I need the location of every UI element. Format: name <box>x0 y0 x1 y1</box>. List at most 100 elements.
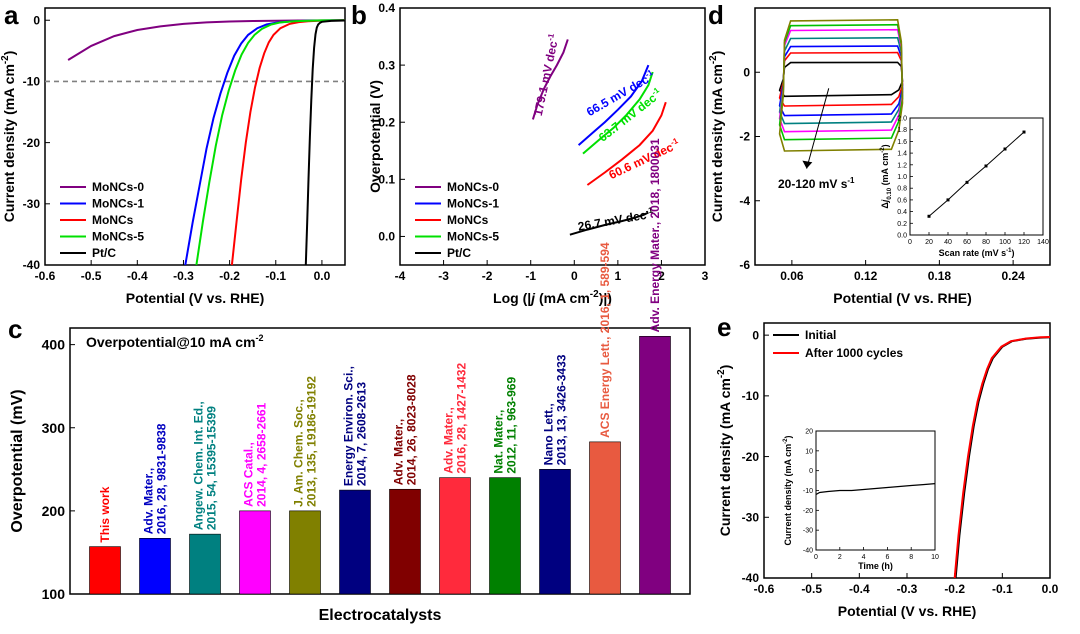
inset-x-tick-label: 120 <box>1018 239 1030 246</box>
inset-y-label-sub: 0.10 <box>887 187 893 199</box>
plot-frame <box>399 7 706 266</box>
y-tick-label: 0.2 <box>378 115 395 129</box>
x-axis-label: Potential (V vs. RHE) <box>838 603 976 619</box>
y-tick-label: 200 <box>42 503 66 519</box>
inset-y-tick-label: 0.8 <box>897 186 907 193</box>
bar-reference-label: J. Am. Chem. Soc., <box>292 399 306 507</box>
y-tick-label: -6 <box>739 258 750 272</box>
x-tick-label: 0.12 <box>854 269 878 283</box>
panel-label: d <box>708 0 724 30</box>
inset-y-tick-label: 20 <box>805 429 813 436</box>
x-axis-label: Electrocatalysts <box>319 607 442 624</box>
inset-y-label-pre: Δ <box>880 202 890 209</box>
x-tick-label: -0.2 <box>944 582 965 596</box>
inset-x-label-sup: -1 <box>1006 248 1012 254</box>
inset-data-point <box>984 164 988 168</box>
cv-loop <box>778 51 904 107</box>
y-tick-label: -2 <box>739 130 750 144</box>
slope-annotation-sup: -1 <box>645 206 654 216</box>
x-tick-label: 0.06 <box>780 269 804 283</box>
bar-reference-label: 2014, 4, 2658-2661 <box>255 402 269 506</box>
y-tick-label: 0 <box>752 328 759 342</box>
inset-y-label-sup: -2 <box>880 147 886 153</box>
x-tick-label: -0.5 <box>81 269 102 283</box>
y-tick-label: 0 <box>33 13 40 27</box>
inset-x-tick-label: 60 <box>963 239 971 246</box>
inset-y-tick-label: 1.4 <box>897 151 907 158</box>
bar-reference-label: This work <box>98 486 112 542</box>
inset-y-tick-label: -20 <box>803 508 813 515</box>
y-tick-label: -30 <box>742 510 760 524</box>
y-tick-label: 0.4 <box>378 1 395 15</box>
inset-y-tick-label: 1.8 <box>897 127 907 134</box>
x-axis-label-sup: -2 <box>590 289 599 300</box>
y-tick-label: 0.1 <box>378 173 395 187</box>
legend-label: MoNCs-0 <box>447 180 499 194</box>
inset-y-label: Current density (mA cm-2) <box>783 435 793 545</box>
inset-frame <box>909 117 1044 236</box>
y-tick-label: -20 <box>23 136 41 150</box>
x-tick-label: -0.6 <box>754 582 775 596</box>
x-tick-label: -0.1 <box>992 582 1013 596</box>
series-line <box>569 211 649 236</box>
plot-frame <box>44 7 346 266</box>
legend-label: MoNCs <box>447 213 489 227</box>
inset-x-tick-label: 140 <box>1037 239 1049 246</box>
y-axis-label: Current density (mA cm-2) <box>0 51 17 223</box>
slope-annotation-sup: -1 <box>650 85 662 97</box>
inset-x-tick-label: 0 <box>814 554 818 561</box>
inset-x-tick-label: 8 <box>909 554 913 561</box>
bar-reference-label: ACS Catal., <box>242 442 256 507</box>
bar-reference-label: 2014, 26, 8023-8028 <box>405 374 419 485</box>
legend-label: MoNCs-1 <box>447 197 499 211</box>
y-tick-label: 400 <box>42 337 66 353</box>
y-tick-label: -40 <box>742 571 760 585</box>
x-axis-label-end: )|) <box>599 290 612 306</box>
bar-reference-label: 2012, 11, 963-969 <box>505 377 519 474</box>
inset-y-tick-label: 2.0 <box>897 116 907 123</box>
chart-title-text: Overpotential@10 mA cm <box>86 334 256 350</box>
x-tick-label: -1 <box>525 269 536 283</box>
bar <box>189 533 221 595</box>
bar-reference-label: 2015, 54, 15395-15399 <box>205 406 219 530</box>
inset-x-tick-label: 20 <box>925 239 933 246</box>
inset-y-label-text: Current density (mA cm <box>783 444 793 546</box>
inset-y-label-end: ) <box>880 144 890 147</box>
legend-label: Pt/C <box>92 246 116 260</box>
x-tick-label: -0.4 <box>127 269 148 283</box>
inset-data-point <box>946 198 950 202</box>
inset-y-tick-label: -40 <box>803 548 813 555</box>
slope-annotation: 26.7 mV dec-1 <box>577 206 655 234</box>
bar <box>589 441 621 595</box>
bar-reference-label: 2013, 135, 19186-19192 <box>305 376 319 507</box>
y-axis-label-end: ) <box>1 51 17 56</box>
y-axis-label-text: Current density (mA cm <box>709 64 725 222</box>
x-tick-label: -0.3 <box>173 269 194 283</box>
x-tick-label: -2 <box>482 269 493 283</box>
slope-annotation: 179.1 mV dec-1 <box>530 32 562 117</box>
bar <box>239 510 271 595</box>
inset-y-label-j: j <box>880 199 890 203</box>
inset-y-tick-label: 10 <box>805 448 813 455</box>
inset-y-tick-label: -30 <box>803 528 813 535</box>
series-line <box>953 336 1051 579</box>
x-tick-label: -0.3 <box>897 582 918 596</box>
x-tick-label: -0.5 <box>801 582 822 596</box>
slope-annotation-sup: -1 <box>669 136 680 147</box>
y-axis-label: Current density (mA cm-2) <box>716 365 733 537</box>
y-tick-label: -10 <box>23 75 41 89</box>
series-line <box>586 101 667 186</box>
slope-annotation-text: 179.1 mV dec <box>531 40 561 118</box>
bar-reference-label: Nat. Mater., <box>492 410 506 474</box>
bar <box>139 538 171 595</box>
inset-data-point <box>965 180 969 184</box>
x-tick-label: 0.0 <box>1042 582 1059 596</box>
x-axis-label: Time (h) <box>858 561 893 571</box>
series-line <box>582 71 654 155</box>
bar-reference-label: Adv. Mater., <box>392 419 406 485</box>
legend-label: MoNCs-0 <box>92 180 144 194</box>
chart-title-sup: -2 <box>256 333 264 343</box>
legend-label: MoNCs-1 <box>92 197 144 211</box>
